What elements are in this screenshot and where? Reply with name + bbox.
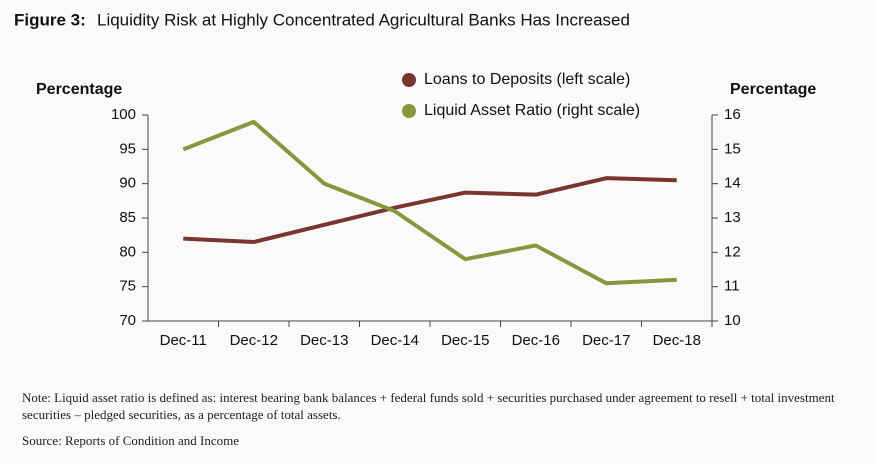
y2-tick-label: 16 bbox=[724, 106, 741, 123]
y2-tick-label: 13 bbox=[724, 209, 741, 226]
y2-tick-label: 10 bbox=[724, 312, 741, 329]
note: Note: Liquid asset ratio is defined as: … bbox=[22, 390, 835, 422]
legend-label: Loans to Deposits (left scale) bbox=[424, 71, 630, 88]
x-tick-label: Dec-18 bbox=[653, 332, 701, 349]
y-axis-title: Percentage bbox=[36, 81, 122, 98]
x-tick-label: Dec-13 bbox=[300, 332, 348, 349]
y2-tick-label: 12 bbox=[724, 243, 741, 260]
legend-label: Liquid Asset Ratio (right scale) bbox=[424, 102, 640, 119]
legend-marker bbox=[402, 104, 416, 118]
y2-tick-label: 14 bbox=[724, 175, 741, 192]
y-tick-label: 85 bbox=[119, 209, 136, 226]
y-tick-label: 80 bbox=[119, 243, 136, 260]
chart-title: Liquidity Risk at Highly Concentrated Ag… bbox=[97, 10, 630, 29]
x-tick-label: Dec-11 bbox=[160, 332, 207, 349]
y2-tick-label: 11 bbox=[724, 278, 740, 295]
chart: Figure 3: Liquidity Risk at Highly Conce… bbox=[14, 10, 816, 349]
source: Source: Reports of Condition and Income bbox=[22, 433, 239, 448]
y-tick-label: 90 bbox=[119, 175, 136, 192]
y2-axis-title: Percentage bbox=[730, 81, 816, 98]
x-tick-label: Dec-12 bbox=[230, 332, 278, 349]
y-tick-label: 100 bbox=[111, 106, 136, 123]
x-tick-label: Dec-17 bbox=[582, 332, 630, 349]
y2-tick-label: 15 bbox=[724, 140, 741, 157]
x-tick-label: Dec-14 bbox=[371, 332, 419, 349]
line-series bbox=[183, 176, 677, 245]
y-tick-label: 95 bbox=[119, 140, 136, 157]
figure-label: Figure 3: bbox=[14, 10, 86, 29]
x-tick-label: Dec-16 bbox=[512, 332, 560, 349]
x-tick-label: Dec-15 bbox=[441, 332, 489, 349]
line-series bbox=[182, 119, 677, 286]
y-tick-label: 70 bbox=[119, 312, 136, 329]
legend-marker bbox=[402, 73, 416, 87]
y-tick-label: 75 bbox=[119, 278, 136, 295]
